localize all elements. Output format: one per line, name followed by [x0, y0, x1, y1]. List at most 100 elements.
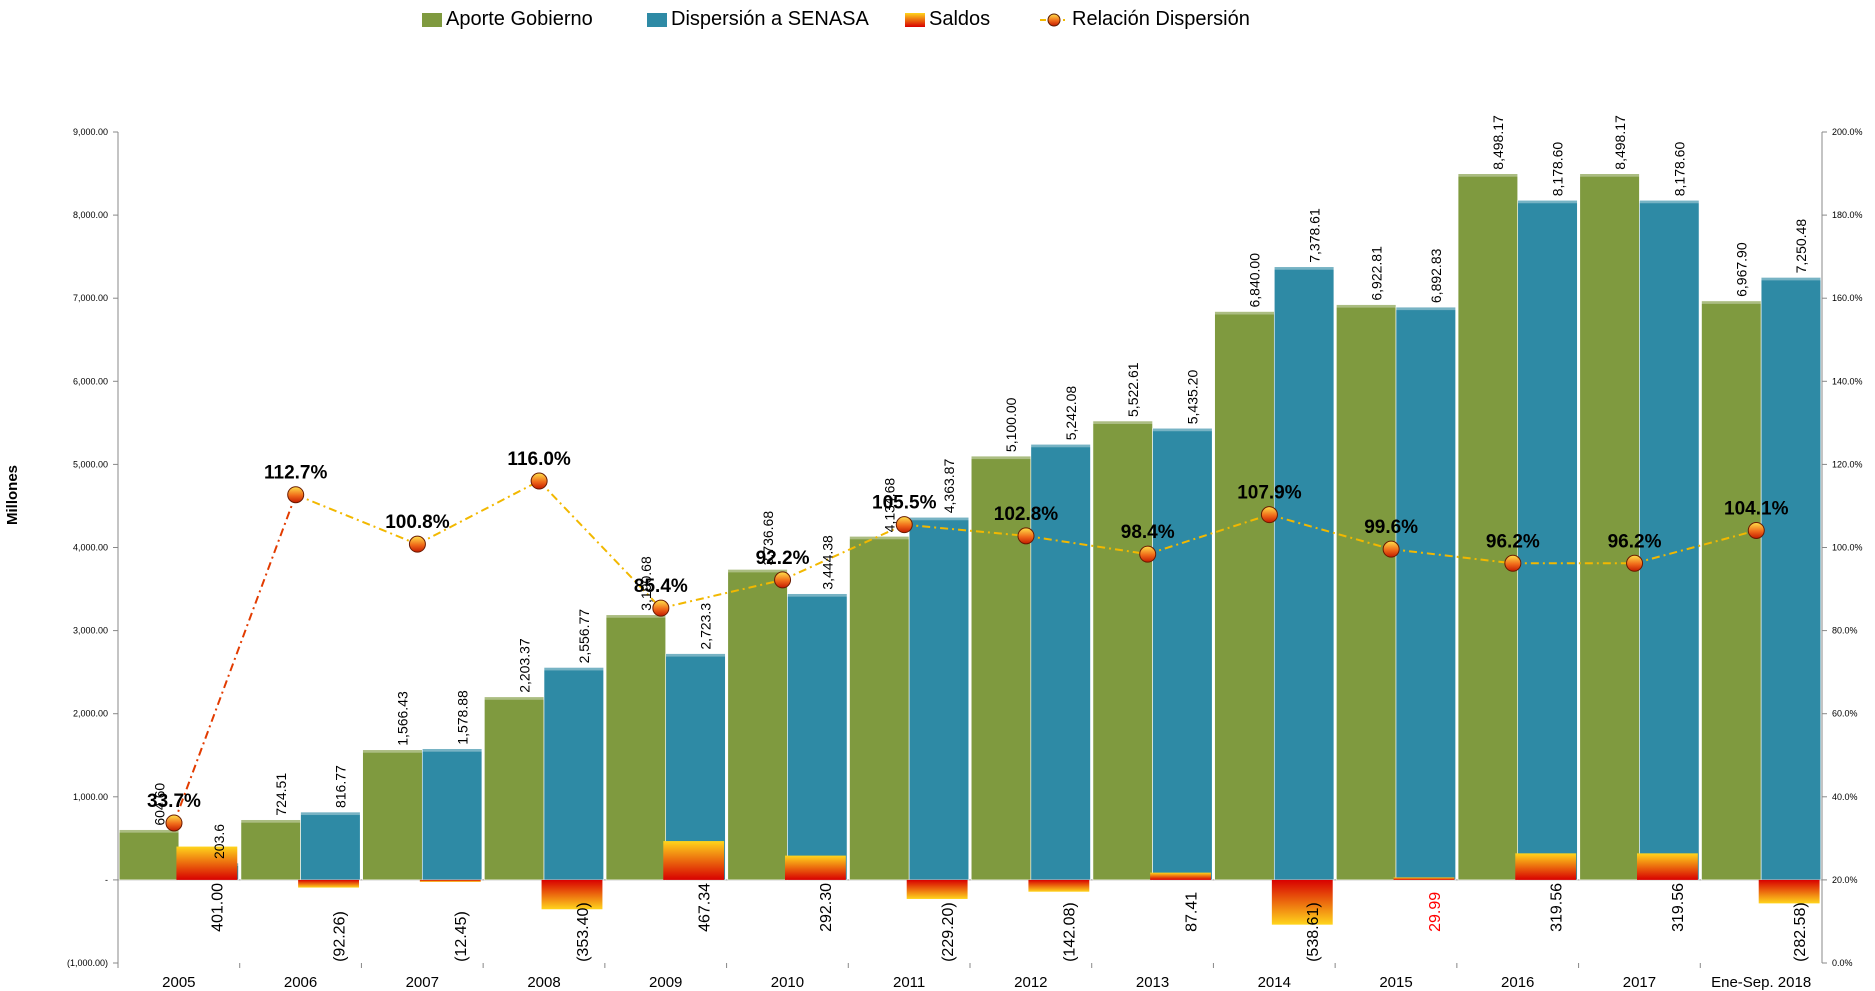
saldos-data-label: 292.30 — [818, 883, 835, 932]
aporte-data-label: 6,922.81 — [1368, 246, 1384, 301]
aporte-bar — [1336, 304, 1397, 881]
aporte-bar — [970, 455, 1032, 881]
saldos-data-label: 467.34 — [697, 883, 714, 932]
y2-tick-label: 120.0% — [1832, 459, 1863, 469]
dispersion-data-label: 8,178.60 — [1550, 142, 1566, 197]
aporte-bar — [1092, 420, 1153, 881]
aporte-bar-top — [1214, 311, 1275, 315]
aporte-bar-top — [1458, 173, 1518, 177]
y2-tick-label: 160.0% — [1832, 293, 1863, 303]
saldos-bar — [906, 879, 968, 899]
aporte-data-label: 5,100.00 — [1003, 397, 1019, 452]
relacion-marker — [1747, 521, 1765, 539]
dispersion-bar — [543, 667, 604, 881]
aporte-data-label: 8,498.17 — [1612, 115, 1628, 170]
dispersion-bar — [1030, 443, 1091, 881]
aporte-bar-top — [1579, 173, 1640, 177]
relacion-marker — [1017, 527, 1035, 545]
dispersion-bar — [787, 593, 848, 881]
saldos-data-label: (12.45) — [453, 911, 470, 962]
relacion-data-label: 100.8% — [385, 512, 450, 533]
aporte-data-label: 3,736.68 — [760, 511, 776, 566]
relacion-marker — [530, 472, 548, 490]
dispersion-data-label: 8,178.60 — [1671, 142, 1687, 197]
relacion-marker — [1139, 545, 1157, 563]
saldos-data-label: 87.41 — [1183, 892, 1200, 932]
aporte-bar-top — [1092, 420, 1153, 424]
y2-tick-label: 0.0% — [1832, 958, 1853, 968]
legend-item-aporte: Aporte Gobierno — [422, 8, 593, 31]
aporte-data-label: 604.60 — [151, 783, 167, 826]
aporte-bar — [605, 614, 667, 881]
dispersion-bar-top — [1396, 307, 1456, 311]
saldos-bar — [1515, 853, 1577, 880]
relacion-data-label: 99.6% — [1364, 517, 1418, 538]
saldos-data-label: (353.40) — [575, 902, 592, 962]
aporte-data-label: 6,840.00 — [1247, 253, 1263, 308]
y2-tick-label: 140.0% — [1832, 376, 1863, 386]
relacion-line-segment — [660, 578, 783, 610]
y-tick-label: 2,000.00 — [73, 709, 108, 719]
relacion-data-label: 85.4% — [634, 576, 688, 597]
relacion-line-segment — [1025, 534, 1148, 556]
saldos-bar — [298, 879, 359, 888]
chart-legend: Aporte Gobierno Dispersión a SENASA Sald… — [0, 4, 1875, 34]
relacion-data-label: 102.8% — [994, 504, 1059, 525]
relacion-line-segment — [416, 480, 540, 546]
dispersion-data-label: 1,578.88 — [454, 690, 470, 745]
saldos-bar — [541, 879, 603, 910]
dispersion-bar — [1273, 266, 1335, 881]
y-tick-label: 7,000.00 — [73, 293, 108, 303]
legend-swatch-aporte — [422, 12, 442, 27]
dispersion-bar — [421, 748, 483, 881]
dispersion-bar-top — [665, 653, 726, 657]
dispersion-bar — [1517, 199, 1578, 881]
dispersion-data-label: 7,378.61 — [1306, 208, 1322, 263]
dispersion-bar-top — [1761, 277, 1821, 281]
aporte-bar-top — [1701, 300, 1762, 304]
x-tick-label: 2006 — [284, 974, 317, 991]
aporte-bar-top — [240, 819, 301, 823]
relacion-marker — [1260, 506, 1278, 524]
dispersion-bar — [1760, 277, 1822, 881]
aporte-bar — [118, 829, 180, 881]
x-tick-label: 2013 — [1136, 974, 1169, 991]
saldos-bar — [1271, 879, 1333, 925]
x-tick-label: 2007 — [406, 974, 439, 991]
dispersion-data-label: 5,242.08 — [1063, 386, 1079, 441]
saldos-data-label: 401.00 — [210, 883, 227, 932]
legend-label-aporte: Aporte Gobierno — [446, 8, 593, 30]
aporte-data-label: 724.51 — [273, 773, 289, 816]
aporte-bar — [240, 819, 301, 881]
aporte-bar — [1214, 311, 1275, 881]
x-tick-label: 2011 — [893, 974, 925, 991]
relacion-line-segment — [1147, 513, 1270, 556]
saldos-bar — [1028, 879, 1090, 892]
dispersion-bar-top — [1274, 266, 1334, 270]
aporte-bar-top — [971, 456, 1031, 460]
y-tick-label: 5,000.00 — [73, 459, 108, 469]
relacion-data-label: 98.4% — [1121, 522, 1175, 543]
relacion-data-label: 107.9% — [1237, 483, 1302, 504]
relacion-line-segment — [173, 494, 297, 824]
saldos-data-label: 29.99 — [1427, 892, 1444, 932]
relacion-line-segment — [904, 523, 1027, 537]
aporte-bar — [1701, 300, 1762, 881]
saldos-bar — [176, 846, 238, 880]
relacion-data-label: 92.2% — [756, 548, 810, 569]
relacion-data-label: 112.7% — [264, 463, 327, 484]
dispersion-bar-top — [787, 593, 848, 597]
x-tick-label: 2005 — [162, 974, 195, 991]
dispersion-bar — [908, 516, 970, 881]
y2-tick-label: 40.0% — [1832, 792, 1858, 802]
relacion-data-label: 104.1% — [1724, 498, 1789, 519]
x-tick-label: 2015 — [1379, 974, 1412, 991]
aporte-bar-top — [362, 749, 423, 753]
dispersion-bar-top — [1030, 444, 1091, 448]
y2-tick-label: 20.0% — [1832, 875, 1858, 885]
dispersion-data-label: 816.77 — [333, 765, 349, 808]
aporte-data-label: 3,190.68 — [638, 556, 654, 611]
aporte-bar-top — [849, 536, 910, 540]
saldos-data-label: (282.58) — [1792, 902, 1809, 962]
dispersion-bar — [1639, 199, 1700, 881]
